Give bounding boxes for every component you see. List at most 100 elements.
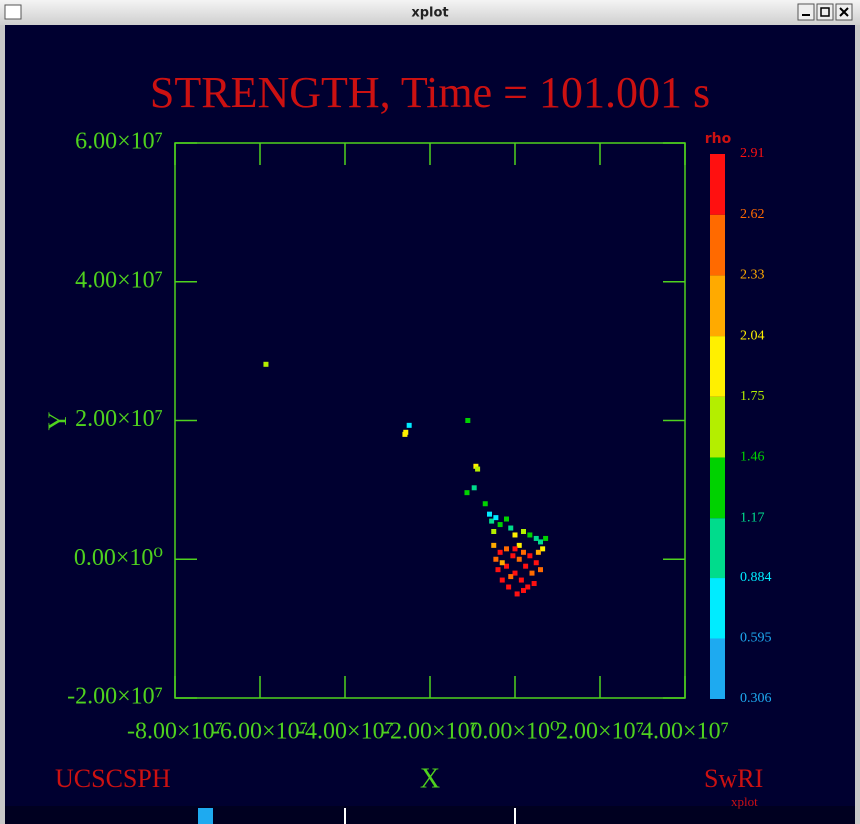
data-point <box>497 522 503 528</box>
strip-background <box>5 806 855 824</box>
y-tick-label: 0.00×10⁰ <box>74 545 163 571</box>
data-point <box>510 553 516 559</box>
data-point <box>491 529 497 534</box>
colorbar-segment <box>710 578 725 639</box>
footer-sub: xplot <box>731 794 758 809</box>
x-tick-label: -6.00×10⁷ <box>212 719 308 745</box>
x-tick-label: -8.00×10⁷ <box>127 719 223 745</box>
colorbar-segment <box>710 638 725 699</box>
data-point <box>538 567 543 573</box>
data-point <box>482 501 488 507</box>
data-point <box>533 535 539 541</box>
colorbar-tick-label: 0.884 <box>740 570 772 585</box>
data-point <box>504 516 509 522</box>
data-point <box>512 532 518 538</box>
strip-swatch <box>198 808 213 824</box>
data-point <box>493 515 499 521</box>
data-point <box>512 546 518 552</box>
maximize-button[interactable] <box>816 3 834 21</box>
data-point <box>493 556 499 562</box>
window-controls <box>797 3 853 21</box>
colorbar-segment <box>710 336 725 397</box>
data-point <box>473 463 479 469</box>
data-point <box>504 546 509 552</box>
data-point <box>465 418 471 423</box>
data-point <box>516 556 522 562</box>
window-menu-button[interactable] <box>4 4 22 20</box>
colorbar-tick-label: 2.62 <box>740 207 765 222</box>
title-bar <box>0 0 860 25</box>
data-point <box>506 584 512 590</box>
x-tick-label: 4.00×10⁷ <box>641 719 729 745</box>
colorbar-tick-label: 1.17 <box>740 510 765 525</box>
data-point <box>518 577 524 583</box>
colorbar-segment <box>710 275 725 337</box>
maximize-icon <box>820 7 830 17</box>
data-point <box>489 518 495 524</box>
data-point <box>499 577 505 583</box>
colorbar-tick-label: 1.46 <box>740 450 765 465</box>
close-icon <box>839 7 849 17</box>
data-point <box>504 563 509 569</box>
data-point <box>543 535 549 541</box>
data-point <box>508 525 514 531</box>
data-point <box>497 549 503 555</box>
data-point <box>527 532 533 538</box>
colorbar-tick-label: 0.595 <box>740 631 772 646</box>
window-title: xplot <box>411 6 448 21</box>
data-point <box>529 570 535 576</box>
colorbar-tick-label: 2.04 <box>740 328 765 343</box>
colorbar-segment <box>710 457 725 519</box>
x-tick-label: -4.00×10⁷ <box>297 719 393 745</box>
colorbar-tick-label: 2.33 <box>740 268 765 283</box>
minimize-button[interactable] <box>797 3 815 21</box>
footer-right: SwRI <box>704 764 763 793</box>
colorbar-segment <box>710 518 725 579</box>
data-point <box>508 574 514 580</box>
data-point <box>538 539 543 545</box>
data-point <box>499 560 505 566</box>
colorbar-segment <box>710 396 725 458</box>
data-point <box>403 429 409 435</box>
x-tick-label: 0.00×10⁰ <box>470 719 559 745</box>
bottom-strip <box>5 806 855 824</box>
colorbar-segment <box>710 154 725 215</box>
y-tick-label: 4.00×10⁷ <box>75 267 163 293</box>
colorbar-label: rho <box>705 131 732 147</box>
data-point <box>495 567 501 573</box>
x-tick-label: 2.00×10⁷ <box>556 719 644 745</box>
data-point <box>535 549 541 555</box>
y-axis-label: Y <box>43 411 72 430</box>
chart-title: STRENGTH, Time = 101.001 s <box>150 68 710 117</box>
data-point <box>491 542 497 548</box>
data-point <box>525 584 531 590</box>
footer-left: UCSCSPH <box>55 764 171 793</box>
colorbar-tick-label: 1.75 <box>740 389 765 404</box>
data-point <box>523 563 529 569</box>
x-tick-label: -2.00×10⁷ <box>382 719 478 745</box>
colorbar-tick-label: 0.306 <box>740 691 772 706</box>
data-point <box>516 542 522 548</box>
data-point <box>540 546 546 552</box>
data-point <box>531 581 537 587</box>
data-point <box>464 490 470 496</box>
data-point <box>533 560 539 566</box>
data-point <box>471 485 477 491</box>
data-point <box>406 422 412 428</box>
data-point <box>521 587 526 593</box>
data-point <box>487 511 492 517</box>
y-tick-label: 6.00×10⁷ <box>75 129 163 155</box>
colorbar-segment <box>710 214 725 276</box>
data-point <box>512 570 518 576</box>
data-point <box>521 529 526 534</box>
data-point <box>475 466 481 472</box>
data-point <box>263 361 269 367</box>
data-point <box>527 553 533 559</box>
data-point <box>514 591 520 597</box>
colorbar-tick-label: 2.91 <box>740 146 765 161</box>
data-point <box>521 549 526 555</box>
y-tick-label: -2.00×10⁷ <box>67 684 163 710</box>
x-axis-label: X <box>420 763 440 794</box>
y-tick-label: 2.00×10⁷ <box>75 406 163 432</box>
